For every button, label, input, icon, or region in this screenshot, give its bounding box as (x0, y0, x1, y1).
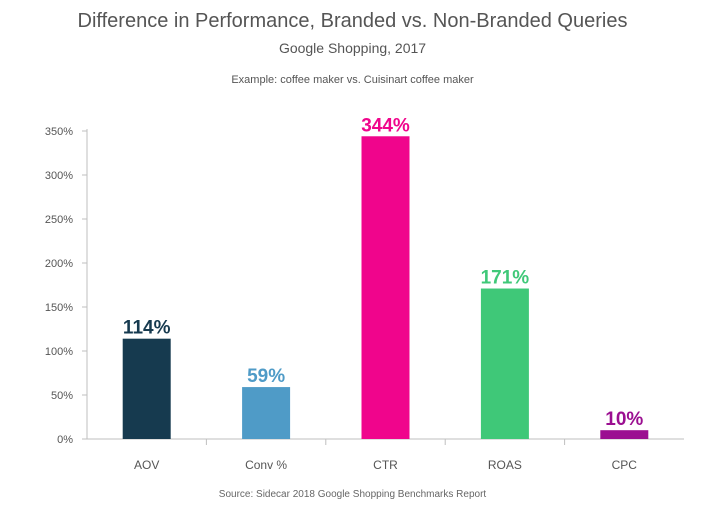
data-label: 59% (247, 366, 285, 387)
chart-source: Source: Sidecar 2018 Google Shopping Ben… (218, 489, 487, 500)
bar-cpc (600, 430, 649, 439)
bar-conv (242, 387, 291, 439)
y-tick-label: 100% (45, 346, 73, 358)
y-tick-label: 0% (57, 434, 73, 446)
x-category-label: CPC (612, 458, 638, 472)
y-tick-label: 150% (45, 302, 73, 314)
y-tick-label: 50% (51, 390, 73, 402)
data-label: 10% (605, 409, 643, 430)
chart-note: Example: coffee maker vs. Cuisinart coff… (231, 74, 474, 86)
data-label: 344% (361, 115, 410, 136)
axis-layer: 0% 50% 100% 150% 200% 250% 300% 350% AOV Conv % CT… (45, 126, 684, 472)
bar-layer: 114% 59% 344% 171% 10% (122, 115, 649, 439)
y-tick-label: 300% (45, 170, 73, 182)
chart-title: Difference in Performance, Branded vs. N… (77, 10, 628, 32)
bar-roas (480, 288, 529, 439)
y-tick-label: 250% (45, 214, 73, 226)
x-category-label: ROAS (488, 458, 522, 472)
x-category-label: CTR (373, 458, 398, 472)
bar-aov (122, 338, 171, 439)
x-category-label: Conv % (245, 458, 287, 472)
bar-ctr (361, 136, 410, 439)
data-label: 171% (481, 268, 530, 289)
data-label: 114% (123, 318, 171, 339)
y-tick-label: 200% (45, 258, 73, 270)
y-tick-label: 350% (45, 126, 73, 138)
chart-subtitle: Google Shopping, 2017 (278, 40, 427, 56)
x-category-label: AOV (134, 458, 159, 472)
